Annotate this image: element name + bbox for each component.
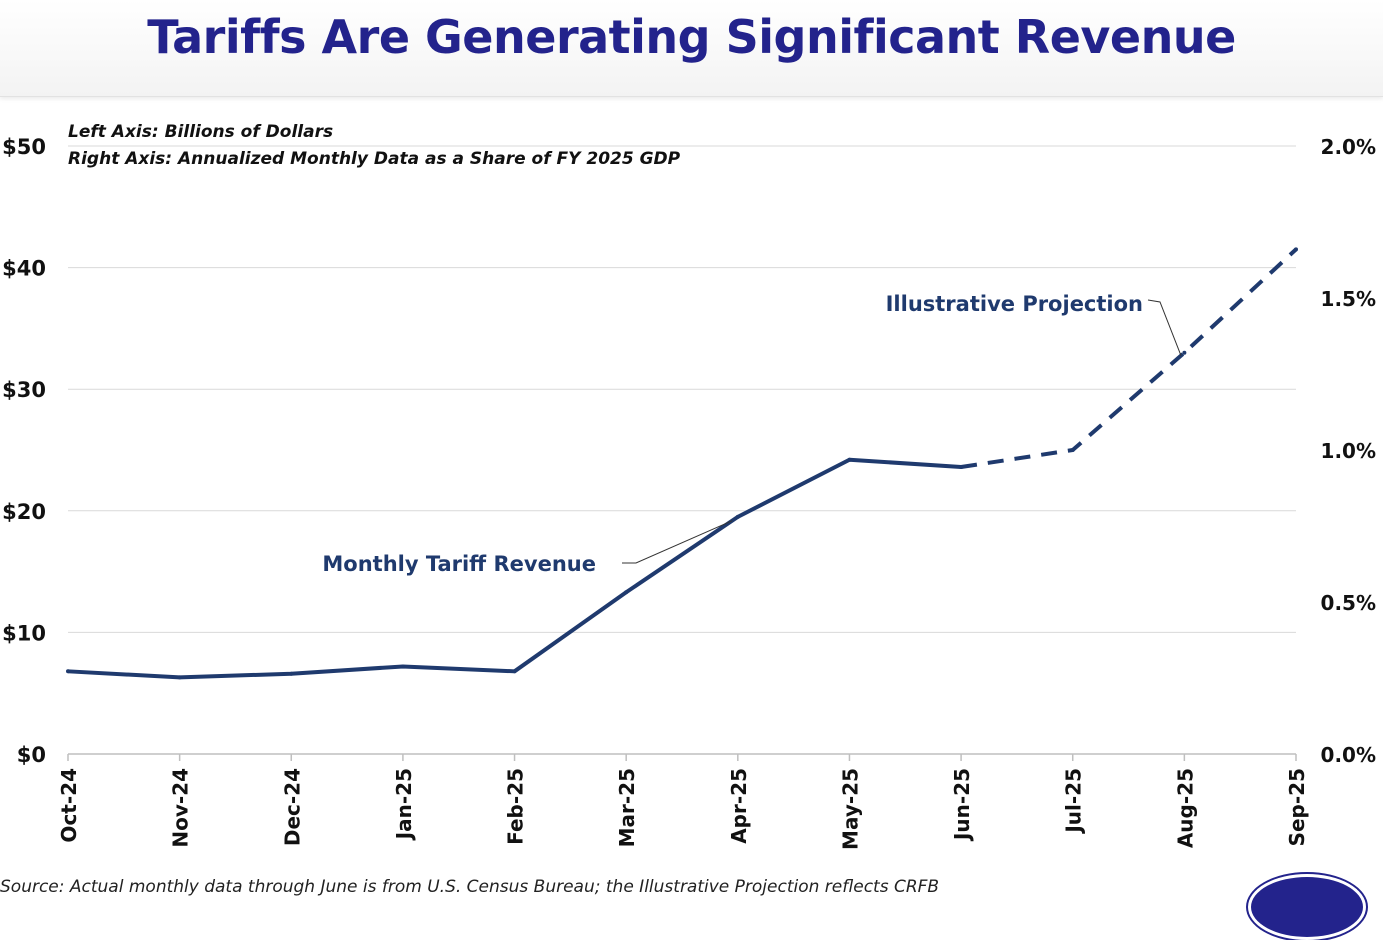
projection-point [1070,448,1075,452]
annotations: Left Axis: Billions of Dollars Right Axis… [68,122,1182,576]
y-right-tick-label: 0.5% [1321,591,1376,615]
x-tick-label: Mar-25 [615,768,639,847]
left-axis-note: Left Axis: Billions of Dollars [68,122,333,142]
revenue-point [66,669,70,674]
y-right-tick-label: 2.0% [1321,135,1376,159]
y-left-tick-label: $30 [2,378,46,402]
y-right-tick-label: 1.0% [1321,439,1376,463]
title-band [0,0,1383,97]
projection-point [1182,350,1187,355]
y-left-tick-label: $20 [2,500,46,524]
revenue-point [624,590,629,595]
y-right-tick-label: 0.0% [1321,743,1376,767]
y-left-tick-label: $0 [17,743,46,767]
projection-line [960,247,1298,470]
revenue-point [847,457,852,462]
revenue-series-label: Monthly Tariff Revenue [322,552,596,576]
revenue-point [289,671,294,676]
revenue-point [400,664,405,669]
projection-point [959,465,964,470]
x-tick-label: Dec-24 [280,768,304,846]
right-axis-note: Right Axis: Annualized Monthly Data as a… [68,149,681,169]
x-tick-label: Aug-25 [1173,768,1197,848]
revenue-point [512,669,517,674]
projection-leader-line [1147,299,1182,356]
axes: Oct-24 Nov-24 Dec-24 Jan-25 Feb-25 Mar-25 Apr-… [2,135,1376,850]
line-chart: Oct-24 Nov-24 Dec-24 Jan-25 Feb-25 Mar-25 Apr-… [2,122,1376,850]
x-tick-label: Jan-25 [392,768,416,841]
projection-point [1294,247,1298,252]
x-tick-label: Feb-25 [504,768,528,845]
y-left-tick-label: $50 [2,135,46,159]
y-left-tick-label: $40 [2,257,46,281]
revenue-point [735,514,740,519]
source-note: Source: Actual monthly data through June… [0,877,940,897]
y-left-tick-label: $10 [2,621,46,645]
revenue-point [177,675,182,680]
revenue-leader-line [622,520,733,564]
series [66,247,1298,680]
projection-series-label: Illustrative Projection [886,292,1143,316]
x-tick-label: Jun-25 [950,768,974,842]
x-tick-label: Apr-25 [727,768,751,844]
organization-logo [1248,874,1366,940]
x-tick-label: Nov-24 [169,768,193,848]
x-tick-label: Jul-25 [1062,768,1086,835]
y-right-tick-label: 1.5% [1321,287,1376,311]
x-tick-label: Sep-25 [1285,768,1309,846]
chart-title: Tariffs Are Generating Significant Reven… [147,10,1236,64]
grid-lines [68,145,1296,633]
x-tick-label: Oct-24 [57,768,81,843]
x-tick-label: May-25 [838,768,862,850]
